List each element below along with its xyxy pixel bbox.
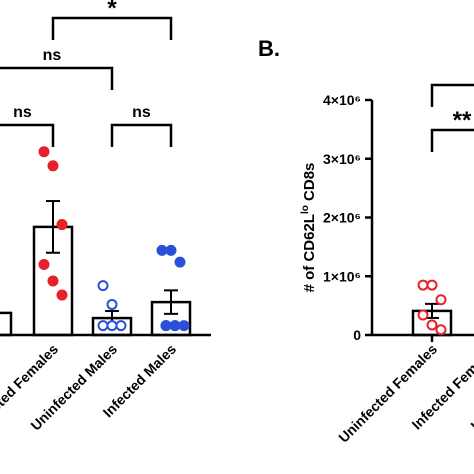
data-point [417,309,429,321]
data-point [165,244,177,256]
y-tick-label: 0 [353,327,361,343]
x-tick-label: Uninfected Males [467,341,474,434]
significance-bracket [51,16,173,40]
superscript: lo [300,205,311,214]
data-point [435,294,447,306]
data-point [435,324,447,336]
data-point [97,320,109,332]
data-point [38,259,50,270]
significance-bracket [110,123,173,147]
panel-title: B. [258,36,280,61]
data-point [38,146,50,158]
y-axis-label: # of CD62Llo CD8s [300,163,318,293]
significance-bracket [430,83,474,107]
y-label-part: # of CD62L [301,214,318,292]
significance-label: ** [453,107,472,134]
data-point [47,275,59,287]
significance-bracket [0,66,114,90]
y-tick-label: 2×10⁶ [323,210,361,226]
significance-label: * [107,0,117,22]
data-point [106,320,118,332]
data-point [56,219,68,231]
y-tick-label: 3×10⁶ [323,151,361,167]
data-point [47,160,59,172]
data-point [156,244,168,256]
y-tick-label: 1×10⁶ [323,268,361,284]
significance-bracket [430,128,474,152]
data-point [174,256,186,268]
data-point [169,320,181,332]
bar [0,311,13,337]
data-point [178,320,190,332]
x-tick-label: Uninfected Females [335,341,440,446]
data-point [56,289,68,301]
significance-bracket [0,123,55,147]
data-point [426,279,438,291]
data-point [417,279,429,291]
significance-label: ns [43,47,62,64]
data-point [115,320,127,332]
significance-label: ns [132,104,151,121]
data-point [97,280,109,292]
y-tick-label: 4×10⁶ [323,92,361,108]
y-label-part: CD8s [301,163,318,206]
data-point [160,320,172,332]
significance-label: ns [13,104,32,121]
data-point [426,319,438,331]
data-point [106,298,118,310]
